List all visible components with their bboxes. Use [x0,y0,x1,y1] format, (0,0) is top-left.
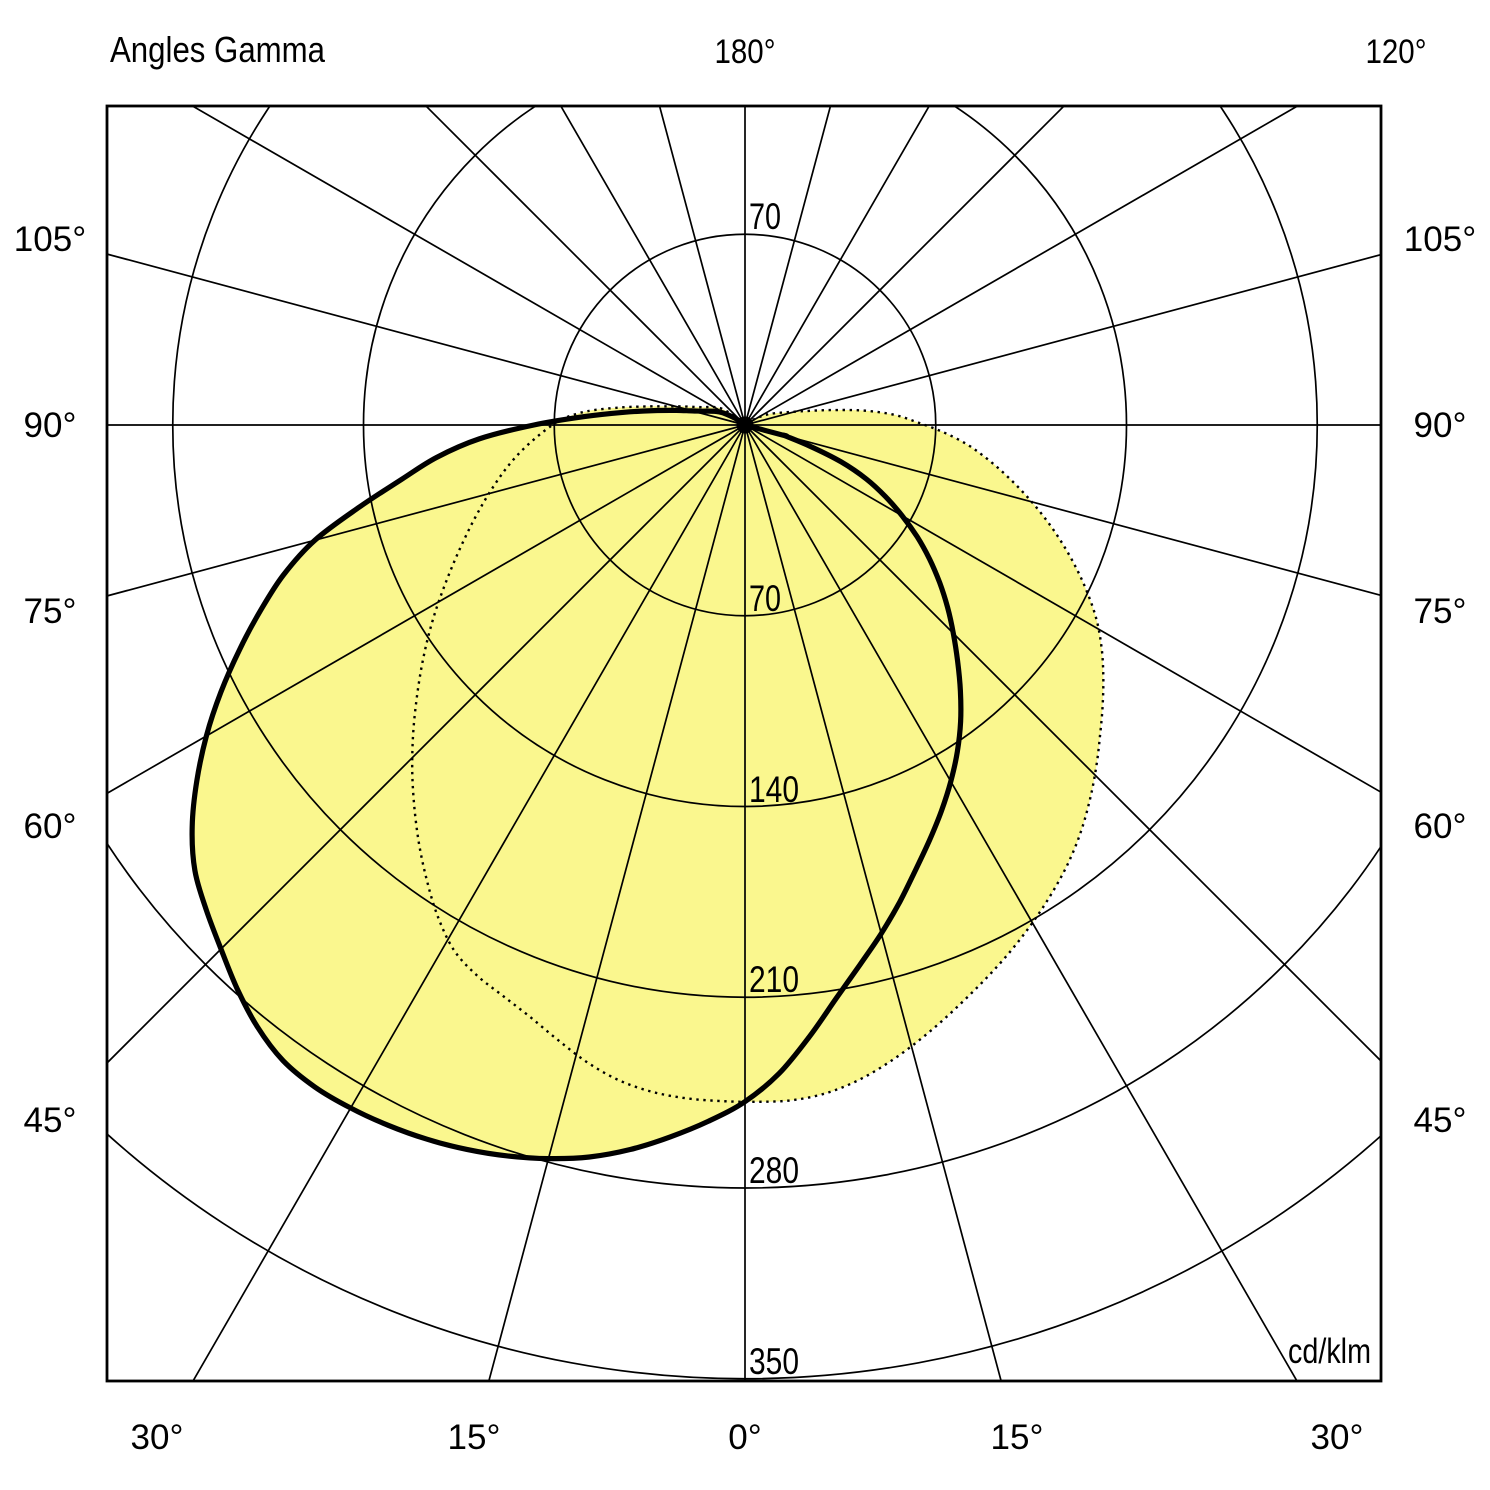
svg-text:75°: 75° [1414,592,1467,631]
svg-text:30°: 30° [1311,1418,1364,1457]
svg-text:15°: 15° [448,1418,501,1457]
svg-text:45°: 45° [24,1101,77,1140]
svg-text:70: 70 [749,196,781,237]
svg-text:120°: 120° [1366,33,1427,71]
svg-text:90°: 90° [24,406,77,445]
svg-text:Angles Gamma: Angles Gamma [110,29,326,70]
svg-text:cd/klm: cd/klm [1288,1332,1371,1371]
svg-text:75°: 75° [24,592,77,631]
svg-text:0°: 0° [728,1418,761,1457]
svg-text:350: 350 [749,1341,799,1382]
svg-text:105°: 105° [1404,220,1476,259]
svg-text:60°: 60° [1414,807,1467,846]
svg-text:210: 210 [749,959,799,1000]
svg-text:90°: 90° [1414,406,1467,445]
svg-text:60°: 60° [24,807,77,846]
svg-text:15°: 15° [991,1418,1044,1457]
svg-text:140: 140 [749,769,799,810]
svg-text:105°: 105° [14,220,86,259]
svg-text:45°: 45° [1414,1101,1467,1140]
svg-text:70: 70 [749,578,781,619]
svg-text:30°: 30° [131,1418,184,1457]
svg-text:180°: 180° [715,33,776,71]
svg-text:280: 280 [749,1150,799,1191]
